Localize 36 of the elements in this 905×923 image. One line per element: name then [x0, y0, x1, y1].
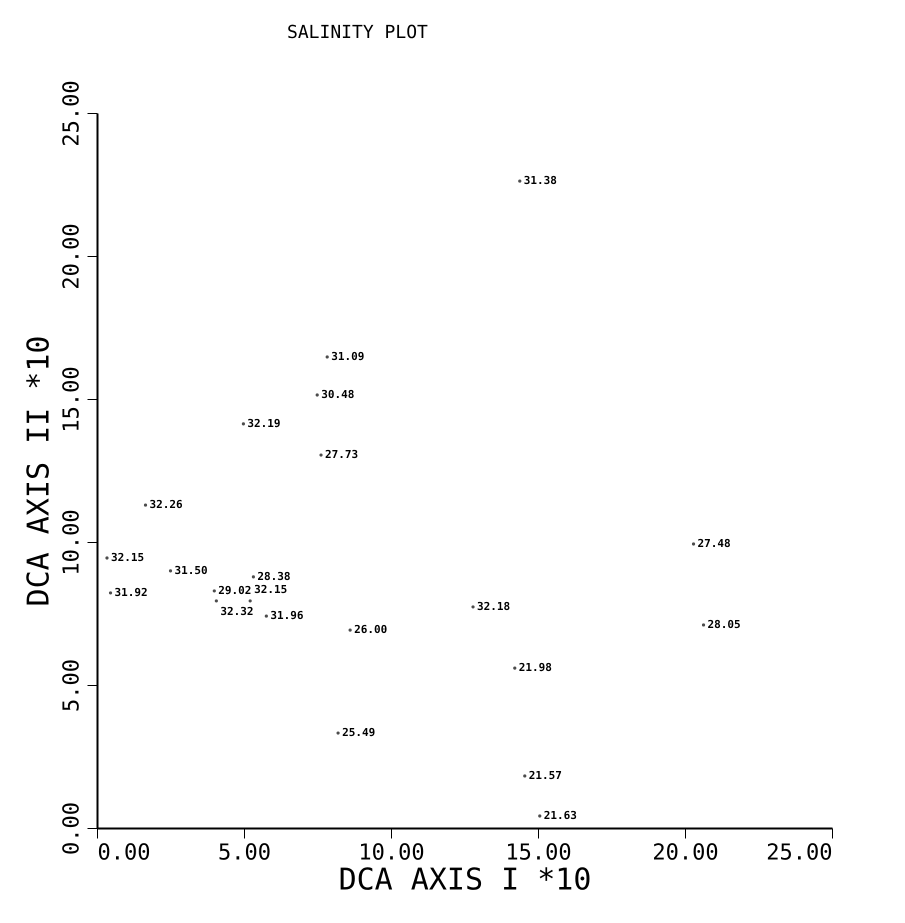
annotation: 31.38 — [524, 174, 557, 188]
y-tick-label: 15.00 — [60, 366, 84, 433]
y-tick-label: 20.00 — [60, 223, 84, 290]
annotation: 21.63 — [544, 808, 577, 822]
annotation: 27.73 — [325, 448, 358, 462]
annotation: 32.19 — [247, 416, 281, 430]
annotation: 25.49 — [342, 726, 376, 740]
x-tick-label: 0.00 — [98, 840, 150, 866]
x-tick-label: 10.00 — [358, 840, 425, 866]
annotation: 32.32 — [220, 604, 254, 618]
annotation: 32.15 — [110, 551, 144, 564]
x-tick-label: 20.00 — [652, 840, 719, 866]
x-tick-label: 25.00 — [766, 840, 832, 866]
x-axis-title: DCA AXIS I *10 — [338, 862, 592, 898]
annotation: 30.48 — [321, 388, 354, 401]
annotation: 31.09 — [331, 350, 364, 363]
annotation: 31.96 — [270, 609, 304, 622]
annotation: 32.15 — [254, 582, 288, 596]
y-axis-title: DCA AXIS II *10 — [22, 336, 56, 606]
annotation: 21.57 — [528, 768, 562, 782]
annotation: 29.02 — [218, 584, 252, 597]
annotation: 28.05 — [708, 618, 741, 631]
annotation: 26.00 — [354, 623, 388, 636]
annotation: 21.98 — [518, 661, 552, 674]
y-tick-label: 10.00 — [60, 509, 84, 576]
chart-title: SALINITY PLOT — [287, 22, 428, 43]
x-tick-label: 15.00 — [505, 840, 572, 866]
annotation: 32.18 — [477, 600, 510, 613]
annotation: 32.26 — [150, 498, 183, 512]
x-tick-label: 5.00 — [218, 840, 271, 866]
annotation: 31.92 — [114, 586, 148, 599]
annotation: 31.50 — [174, 564, 208, 577]
y-tick-label: 25.00 — [60, 80, 84, 147]
annotation: 28.38 — [257, 570, 291, 583]
annotation: 27.48 — [698, 537, 731, 550]
y-tick-label: 5.00 — [60, 659, 84, 712]
